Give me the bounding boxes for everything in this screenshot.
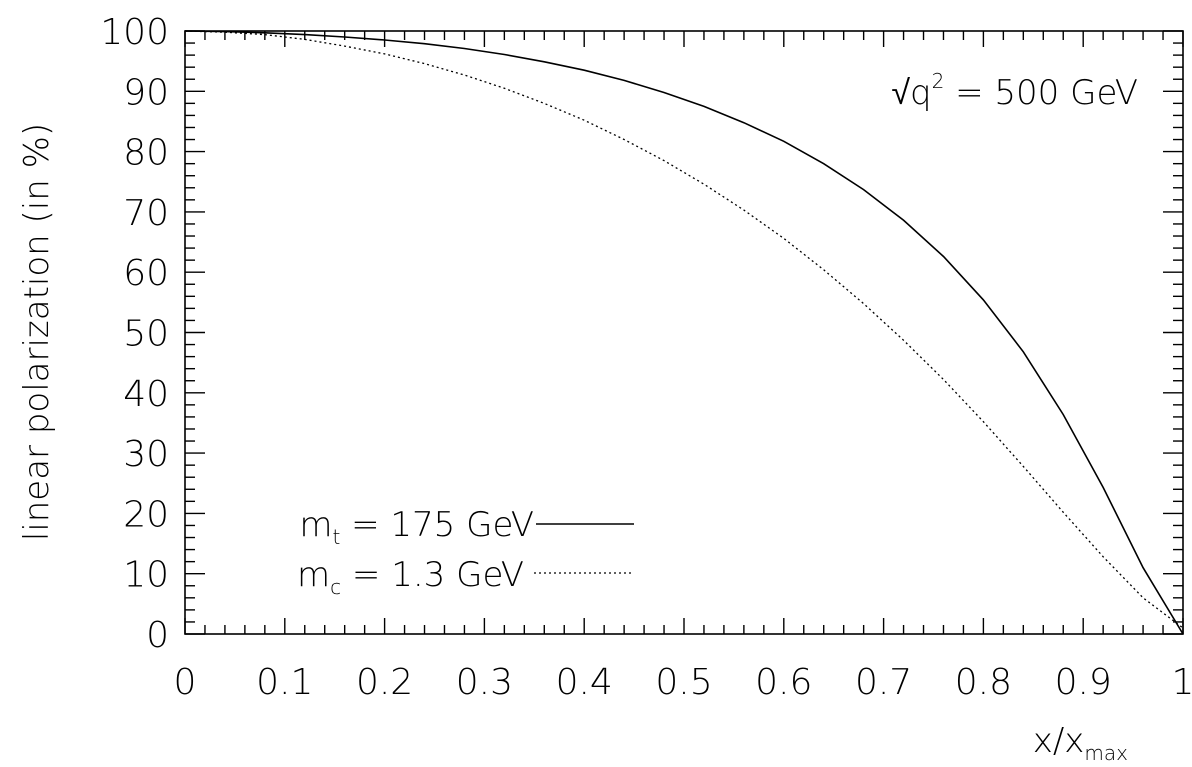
legend-label-top-mass-base: m (299, 505, 332, 545)
series-line-top-mass (184, 30, 1184, 635)
series-layer (184, 30, 1184, 635)
x-tick-label: 0.4 (556, 662, 613, 703)
y-tick-label: 60 (123, 253, 169, 294)
x-tick-label: 0.3 (456, 662, 513, 703)
y-tick-label: 50 (123, 314, 169, 355)
legend-label-charm-mass-rest: = 1.3 GeV (341, 555, 524, 595)
y-tick-label: 0 (146, 615, 169, 656)
energy-annotation-prefix: √q (891, 73, 931, 113)
y-tick-label: 80 (123, 133, 169, 174)
x-tick-label: 1 (1172, 662, 1192, 703)
x-tick-label: 0.5 (655, 662, 712, 703)
legend-label-charm-mass-base: m (297, 555, 330, 595)
x-tick-label: 0 (174, 662, 197, 703)
energy-annotation-superscript: 2 (932, 69, 945, 93)
series-line-charm-mass (184, 30, 1184, 629)
legend-label-top-mass-subscript: t (332, 525, 340, 549)
legend-label-top-mass-rest: = 175 GeV (340, 505, 534, 545)
legend-label-charm-mass-subscript: c (330, 575, 341, 599)
y-tick-label: 20 (123, 494, 169, 535)
x-axis-title-subscript: max (1084, 741, 1128, 765)
y-axis-title: linear polarization (in %) (17, 123, 57, 541)
x-tick-label: 0.2 (356, 662, 413, 703)
x-tick-label: 0.7 (855, 662, 912, 703)
y-tick-label: 40 (123, 374, 169, 415)
x-tick-label: 0.1 (256, 662, 313, 703)
energy-annotation-suffix: = 500 GeV (944, 73, 1138, 113)
x-axis-title: x/xmax (1033, 721, 1128, 765)
x-tick-label: 0.8 (955, 662, 1012, 703)
y-tick-label: 100 (100, 12, 169, 53)
x-tick-label: 0.6 (755, 662, 812, 703)
x-tick-label: 0.9 (1055, 662, 1112, 703)
legend-label-top-mass: mt = 175 GeV (299, 505, 534, 549)
legend-label-charm-mass: mc = 1.3 GeV (297, 555, 524, 599)
x-axis-title-main: x/x (1033, 721, 1085, 761)
tick-labels-layer: 0 0.1 0.2 0.3 0.4 0.5 0.6 0.7 0.8 0.9 101020304050… (100, 12, 1192, 703)
y-tick-label: 90 (123, 72, 169, 113)
y-tick-label: 70 (123, 193, 169, 234)
energy-annotation: √q2 = 500 GeV (891, 69, 1138, 113)
y-tick-label: 30 (123, 434, 169, 475)
legend: mt = 175 GeV mc = 1.3 GeV (297, 505, 634, 599)
y-tick-label: 10 (123, 555, 169, 596)
